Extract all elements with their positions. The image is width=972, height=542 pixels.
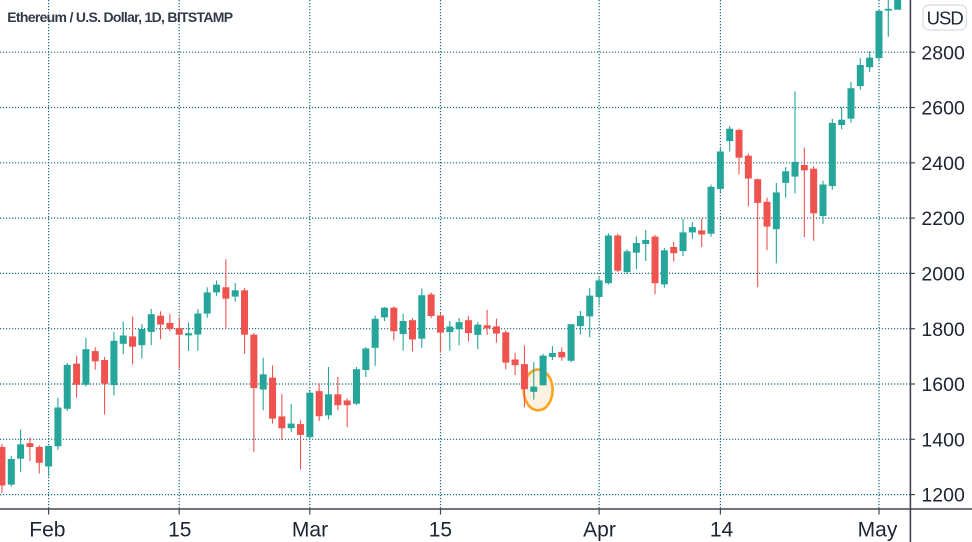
svg-text:Ethereum / U.S. Dollar, 1D, BI: Ethereum / U.S. Dollar, 1D, BITSTAMP (7, 9, 232, 25)
svg-text:2600: 2600 (921, 98, 965, 120)
svg-text:Feb: Feb (29, 519, 65, 542)
svg-text:2800: 2800 (921, 42, 965, 64)
svg-text:USD: USD (927, 8, 964, 29)
svg-text:14: 14 (710, 519, 734, 542)
svg-text:Apr: Apr (583, 519, 616, 542)
svg-text:May: May (858, 519, 898, 542)
svg-text:1800: 1800 (921, 319, 965, 341)
svg-text:2400: 2400 (921, 153, 965, 175)
svg-text:1400: 1400 (921, 429, 965, 451)
svg-text:2000: 2000 (921, 264, 965, 286)
svg-text:Mar: Mar (292, 519, 328, 542)
svg-text:1200: 1200 (921, 485, 965, 507)
svg-text:15: 15 (168, 519, 191, 542)
svg-text:15: 15 (429, 519, 452, 542)
svg-text:1600: 1600 (921, 374, 965, 396)
svg-text:2200: 2200 (921, 208, 965, 230)
